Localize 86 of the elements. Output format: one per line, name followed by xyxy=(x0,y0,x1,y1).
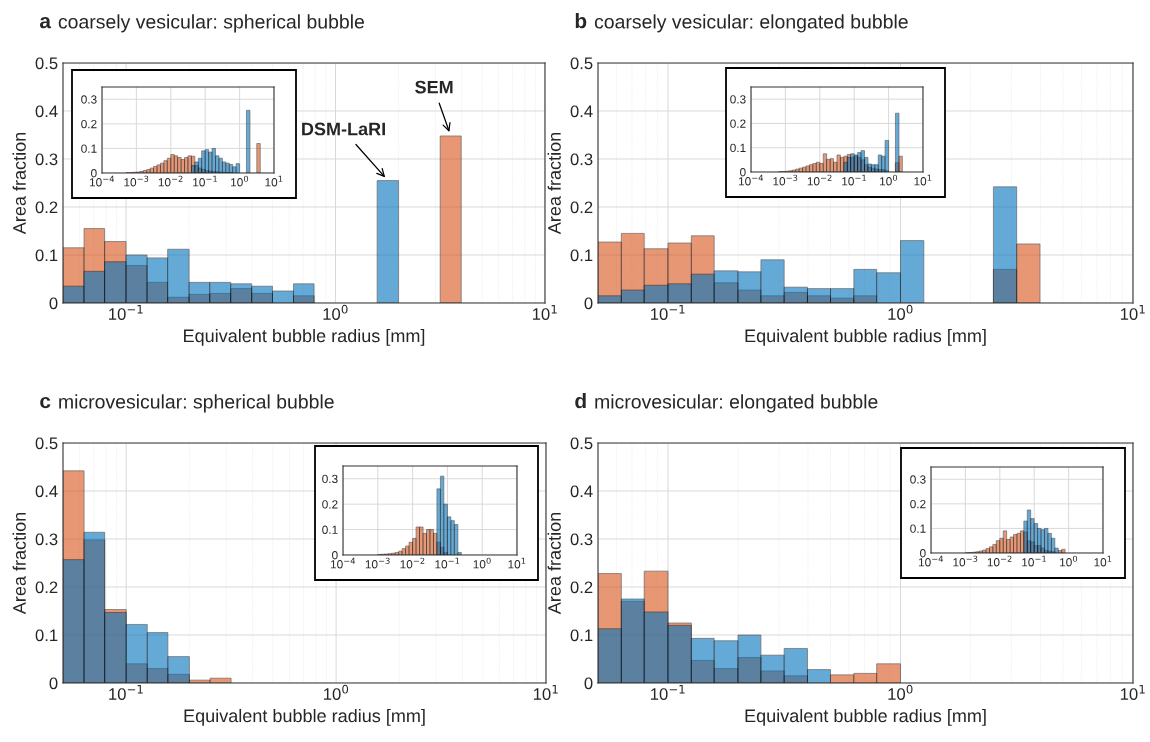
y-tick-label: 0.4 xyxy=(35,485,58,498)
x-axis-title: Equivalent bubble radius [mm] xyxy=(745,708,986,726)
x-tick-label: 10$^{0}$ xyxy=(473,557,491,569)
x-tick-label: 10$^{−3}$ xyxy=(953,555,978,567)
x-tick-label: 10$^{−1}$ xyxy=(193,175,217,187)
y-tick-label: 0.1 xyxy=(730,143,746,153)
x-tick-label: 10$^{−1}$ xyxy=(109,304,143,320)
y-tick-label: 0.1 xyxy=(81,144,97,153)
y-tick-label: 0.3 xyxy=(81,95,97,104)
x-tick-label: 10$^{1}$ xyxy=(533,684,558,700)
x-tick-label: 10$^{1}$ xyxy=(508,557,526,569)
x-tick-label: 10$^{1}$ xyxy=(1094,555,1112,567)
y-tick-label: 0.5 xyxy=(570,57,593,70)
x-tick-label: 10$^{−1}$ xyxy=(651,304,685,320)
x-tick-label: 10$^{−2}$ xyxy=(400,557,425,569)
x-axis-title: Equivalent bubble radius [mm] xyxy=(184,328,425,346)
y-tick-label: 0 xyxy=(740,168,746,177)
x-tick-label: 10$^{0}$ xyxy=(323,304,348,320)
y-tick-label: 0.2 xyxy=(81,119,97,129)
y-tick-label: 0.1 xyxy=(570,249,593,262)
y-tick-label: 0.4 xyxy=(570,485,593,498)
x-tick-label: 10$^{−3}$ xyxy=(124,175,149,187)
y-tick-label: 0 xyxy=(920,549,926,558)
y-tick-label: 0.3 xyxy=(910,475,926,484)
y-tick-label: 0.3 xyxy=(570,153,593,166)
y-tick-label: 0 xyxy=(332,551,338,560)
y-tick-label: 0 xyxy=(91,169,97,178)
x-tick-label: 10$^{1}$ xyxy=(532,304,557,320)
y-tick-label: 0.2 xyxy=(322,500,338,509)
y-tick-label: 0 xyxy=(49,677,58,690)
y-tick-label: 0.1 xyxy=(35,629,58,642)
y-tick-label: 0.3 xyxy=(35,153,58,166)
x-axis-title: Equivalent bubble radius [mm] xyxy=(184,708,425,726)
y-axis-title: Area fraction xyxy=(547,132,561,235)
x-tick-label: 10$^{1}$ xyxy=(914,174,932,186)
y-tick-label: 0.1 xyxy=(910,524,926,533)
y-tick-label: 0.5 xyxy=(570,437,593,450)
y-tick-label: 0.4 xyxy=(35,105,58,118)
y-tick-label: 0 xyxy=(584,677,593,690)
y-tick-label: 0.3 xyxy=(570,533,593,546)
x-tick-label: 10$^{−1}$ xyxy=(651,684,685,700)
y-axis-title: Area fraction xyxy=(12,132,26,235)
y-tick-label: 0.2 xyxy=(35,201,58,214)
y-tick-label: 0 xyxy=(584,297,593,310)
y-tick-label: 0.2 xyxy=(910,499,926,509)
x-axis-title: Equivalent bubble radius [mm] xyxy=(745,328,986,346)
x-tick-label: 10$^{0}$ xyxy=(888,684,913,700)
y-axis-title: Area fraction xyxy=(12,512,26,615)
y-tick-label: 0.2 xyxy=(730,119,746,128)
annotation: DSM-LaRI xyxy=(302,122,385,136)
x-tick-label: 10$^{−2}$ xyxy=(987,555,1012,567)
y-tick-label: 0.2 xyxy=(35,581,58,594)
x-tick-label: 10$^{0}$ xyxy=(1060,555,1078,567)
y-tick-label: 0.2 xyxy=(570,581,593,594)
y-tick-label: 0.3 xyxy=(730,95,746,104)
chart-title: a coarsely vesicular: spherical bubble xyxy=(40,14,364,33)
x-tick-label: 10$^{−3}$ xyxy=(773,174,798,186)
x-tick-label: 10$^{1}$ xyxy=(1120,684,1145,700)
y-tick-label: 0 xyxy=(49,297,58,310)
x-tick-label: 10$^{0}$ xyxy=(231,175,249,187)
x-tick-label: 10$^{−2}$ xyxy=(158,175,183,187)
x-tick-label: 10$^{−1}$ xyxy=(1022,555,1046,567)
chart-title: c microvesicular: spherical bubble xyxy=(40,394,334,413)
x-tick-label: 10$^{−3}$ xyxy=(365,557,390,569)
x-tick-label: 10$^{−1}$ xyxy=(842,174,866,186)
x-tick-label: 10$^{0}$ xyxy=(888,304,913,320)
x-tick-label: 10$^{1}$ xyxy=(265,175,283,187)
annotation: SEM xyxy=(415,80,453,94)
y-tick-label: 0.4 xyxy=(570,105,593,118)
chart-title: b coarsely vesicular: elongated bubble xyxy=(575,13,908,33)
x-tick-label: 10$^{−2}$ xyxy=(807,174,832,186)
y-tick-label: 0.1 xyxy=(35,249,58,262)
x-tick-label: 10$^{−1}$ xyxy=(435,557,460,569)
x-tick-label: 10$^{−1}$ xyxy=(109,684,143,700)
y-tick-label: 0.5 xyxy=(35,57,58,70)
chart-title: d microvesicular: elongated bubble xyxy=(575,393,878,413)
y-tick-label: 0.1 xyxy=(570,629,593,642)
y-tick-label: 0.5 xyxy=(35,437,58,450)
y-tick-label: 0.2 xyxy=(570,201,593,214)
y-tick-label: 0.1 xyxy=(322,525,338,534)
y-tick-label: 0.3 xyxy=(35,533,58,546)
x-tick-label: 10$^{0}$ xyxy=(880,174,898,186)
x-tick-label: 10$^{1}$ xyxy=(1120,304,1145,320)
x-tick-label: 10$^{0}$ xyxy=(324,684,349,700)
y-axis-title: Area fraction xyxy=(547,512,561,615)
y-tick-label: 0.3 xyxy=(322,474,338,484)
